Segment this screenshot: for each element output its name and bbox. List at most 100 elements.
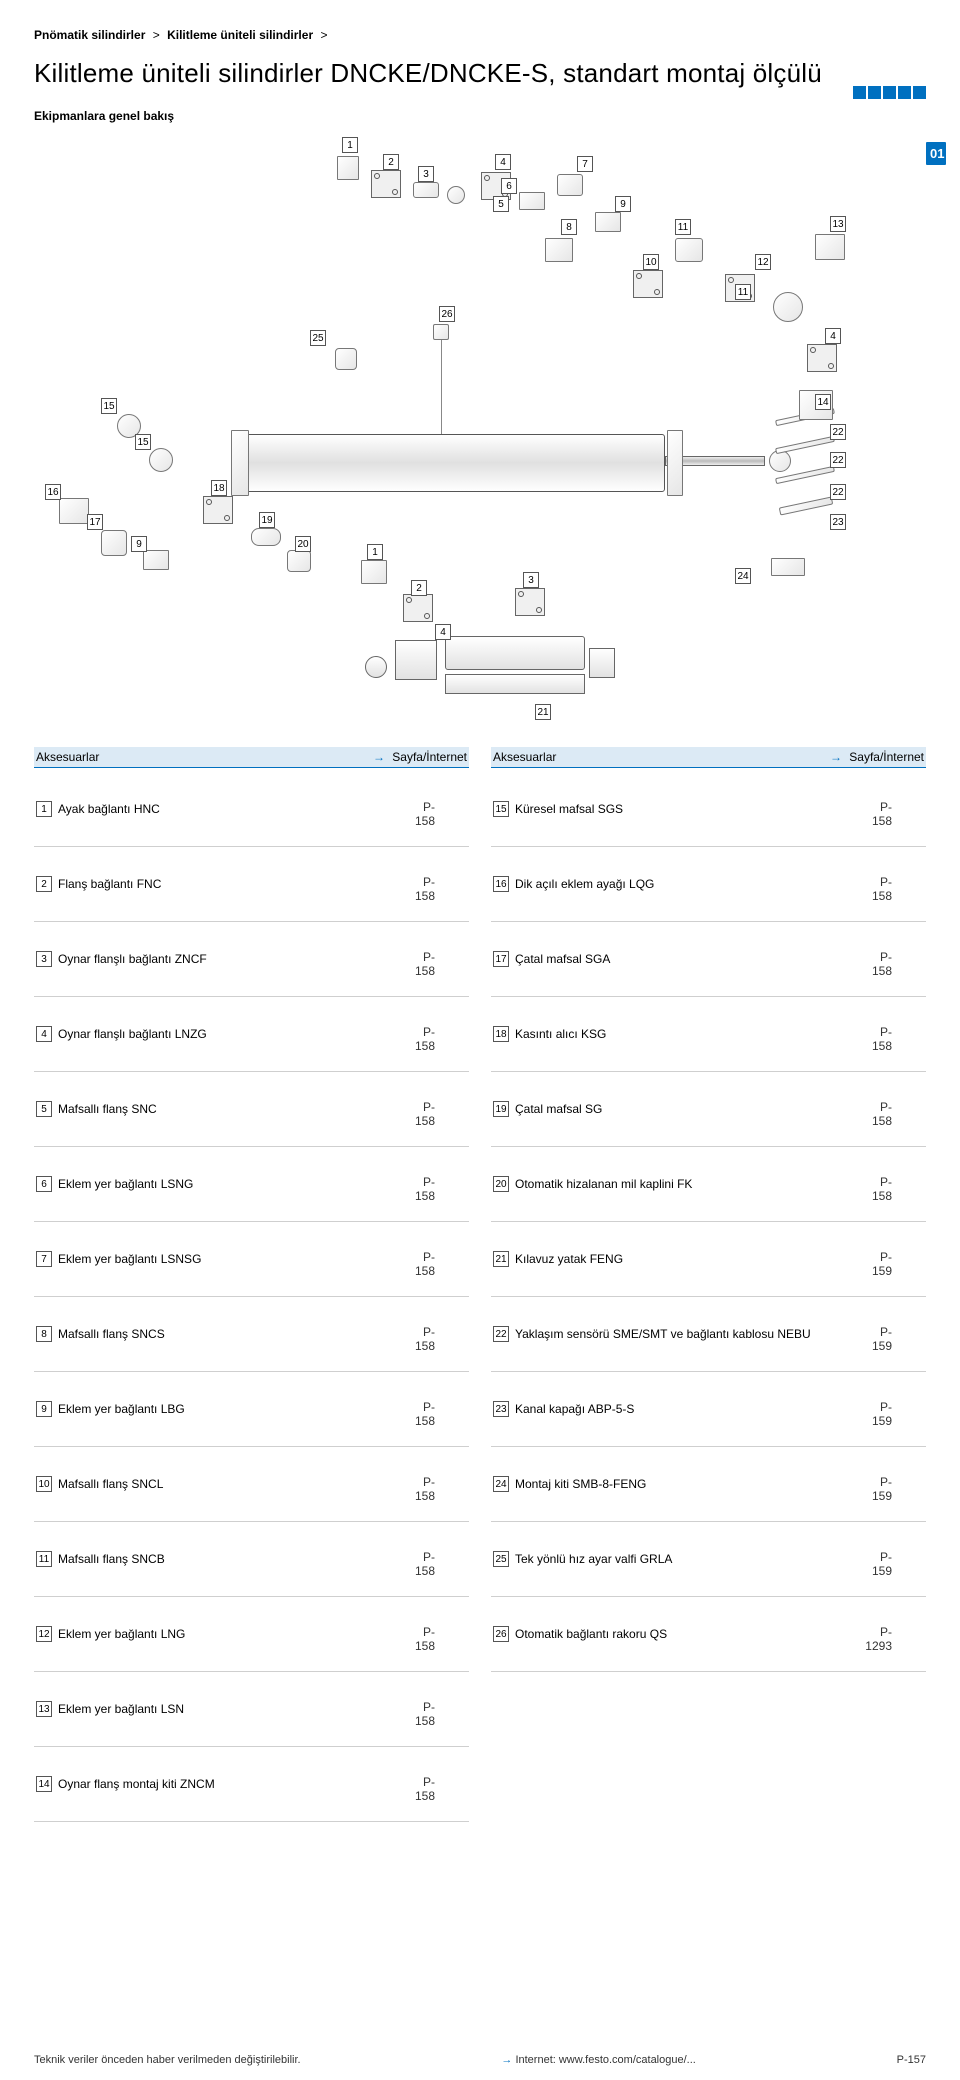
accessory-desc: Eklem yer bağlantı LSNSG	[56, 1222, 381, 1297]
ref-number: 15	[493, 801, 509, 817]
ref-number: 13	[36, 1701, 52, 1717]
table-row: 4Oynar flanşlı bağlantı LNZGP-158	[34, 997, 469, 1072]
ref-number: 26	[493, 1626, 509, 1642]
ref-number: 1	[36, 801, 52, 817]
callout-8: 8	[561, 219, 577, 235]
accessory-desc: Montaj kiti SMB-8-FENG	[513, 1447, 831, 1522]
accessory-page: P-158	[381, 1672, 469, 1747]
breadcrumb: Pnömatik silindirler > Kilitleme üniteli…	[34, 28, 926, 42]
accessories-left-col: Aksesuarlar → Sayfa/İnternet 1Ayak bağla…	[34, 747, 469, 1822]
accessory-page: P-158	[831, 1072, 926, 1147]
accessory-desc: Ayak bağlantı HNC	[56, 772, 381, 847]
table-row: 24Montaj kiti SMB-8-FENGP-159	[491, 1447, 926, 1522]
accessory-page: P-158	[831, 772, 926, 847]
ref-number: 8	[36, 1326, 52, 1342]
ref-number: 11	[36, 1551, 52, 1567]
accessory-desc: Oynar flanşlı bağlantı LNZG	[56, 997, 381, 1072]
callout-22: 22	[830, 424, 846, 440]
accessories-table-right: 15Küresel mafsal SGSP-15816Dik açılı ekl…	[491, 772, 926, 1672]
footer-right: P-157	[897, 2054, 926, 2066]
table-row: 17Çatal mafsal SGAP-158	[491, 922, 926, 997]
table-header-left: Aksesuarlar → Sayfa/İnternet	[34, 747, 469, 768]
accessory-page: P-159	[831, 1222, 926, 1297]
table-row: 8Mafsallı flanş SNCSP-158	[34, 1297, 469, 1372]
accessory-desc: Flanş bağlantı FNC	[56, 847, 381, 922]
diagram-subhead: Ekipmanlara genel bakış	[34, 109, 926, 123]
table-row: 9Eklem yer bağlantı LBGP-158	[34, 1372, 469, 1447]
accessory-page: P-158	[381, 1447, 469, 1522]
accessory-desc: Mafsallı flanş SNC	[56, 1072, 381, 1147]
table-row: 7Eklem yer bağlantı LSNSGP-158	[34, 1222, 469, 1297]
accessory-page: P-158	[381, 1372, 469, 1447]
callout-22: 22	[830, 452, 846, 468]
table-row: 13Eklem yer bağlantı LSNP-158	[34, 1672, 469, 1747]
ref-number: 4	[36, 1026, 52, 1042]
accessory-page: P-158	[381, 772, 469, 847]
callout-20: 20	[295, 536, 311, 552]
ref-number: 23	[493, 1401, 509, 1417]
ref-number: 2	[36, 876, 52, 892]
accessory-desc: Çatal mafsal SG	[513, 1072, 831, 1147]
ref-number: 3	[36, 951, 52, 967]
callout-24: 24	[735, 568, 751, 584]
ref-number: 9	[36, 1401, 52, 1417]
ref-number: 17	[493, 951, 509, 967]
callout-11: 11	[675, 219, 691, 235]
table-row: 21Kılavuz yatak FENGP-159	[491, 1222, 926, 1297]
accessory-desc: Oynar flanş montaj kiti ZNCM	[56, 1747, 381, 1822]
footer-left: Teknik veriler önceden haber verilmeden …	[34, 2054, 301, 2066]
accessory-desc: Mafsallı flanş SNCB	[56, 1522, 381, 1597]
accessory-page: P-158	[381, 922, 469, 997]
accessories-table-left: 1Ayak bağlantı HNCP-1582Flanş bağlantı F…	[34, 772, 469, 1822]
callout-1: 1	[342, 137, 358, 153]
callout-23: 23	[830, 514, 846, 530]
table-row: 3Oynar flanşlı bağlantı ZNCFP-158	[34, 922, 469, 997]
table-row: 11Mafsallı flanş SNCBP-158	[34, 1522, 469, 1597]
arrow-icon: →	[830, 750, 842, 764]
festo-logo	[853, 86, 926, 99]
table-row: 19Çatal mafsal SGP-158	[491, 1072, 926, 1147]
table-row: 20Otomatik hizalanan mil kaplini FKP-158	[491, 1147, 926, 1222]
callout-17: 17	[87, 514, 103, 530]
table-row: 15Küresel mafsal SGSP-158	[491, 772, 926, 847]
table-row: 5Mafsallı flanş SNCP-158	[34, 1072, 469, 1147]
table-row: 2Flanş bağlantı FNCP-158	[34, 847, 469, 922]
accessory-page: P-159	[831, 1522, 926, 1597]
accessory-page: P-158	[831, 847, 926, 922]
callout-10: 10	[643, 254, 659, 270]
accessory-page: P-159	[831, 1372, 926, 1447]
accessory-page: P-158	[381, 1222, 469, 1297]
accessory-desc: Kılavuz yatak FENG	[513, 1222, 831, 1297]
callout-13: 13	[830, 216, 846, 232]
callout-9: 9	[131, 536, 147, 552]
ref-number: 5	[36, 1101, 52, 1117]
accessory-desc: Eklem yer bağlantı LBG	[56, 1372, 381, 1447]
table-row: 12Eklem yer bağlantı LNGP-158	[34, 1597, 469, 1672]
table-row: 10Mafsallı flanş SNCLP-158	[34, 1447, 469, 1522]
callout-11: 11	[735, 284, 751, 300]
accessory-desc: Otomatik bağlantı rakoru QS	[513, 1597, 831, 1672]
table-header-right: Aksesuarlar → Sayfa/İnternet	[491, 747, 926, 768]
ref-number: 12	[36, 1626, 52, 1642]
table-row: 26Otomatik bağlantı rakoru QSP-1293	[491, 1597, 926, 1672]
accessory-page: P-158	[381, 997, 469, 1072]
arrow-icon: →	[373, 750, 385, 764]
callout-9: 9	[615, 196, 631, 212]
ref-number: 10	[36, 1476, 52, 1492]
callout-2: 2	[411, 580, 427, 596]
accessory-desc: Kasıntı alıcı KSG	[513, 997, 831, 1072]
callout-3: 3	[523, 572, 539, 588]
callout-19: 19	[259, 512, 275, 528]
th-left-label: Aksesuarlar	[36, 750, 99, 764]
callout-16: 16	[45, 484, 61, 500]
callout-6: 6	[501, 178, 517, 194]
accessory-desc: Mafsallı flanş SNCS	[56, 1297, 381, 1372]
accessory-desc: Otomatik hizalanan mil kaplini FK	[513, 1147, 831, 1222]
table-row: 16Dik açılı eklem ayağı LQGP-158	[491, 847, 926, 922]
accessory-desc: Dik açılı eklem ayağı LQG	[513, 847, 831, 922]
accessory-desc: Çatal mafsal SGA	[513, 922, 831, 997]
callout-12: 12	[755, 254, 771, 270]
table-row: 25Tek yönlü hız ayar valfi GRLAP-159	[491, 1522, 926, 1597]
ref-number: 21	[493, 1251, 509, 1267]
th-right-label: Sayfa/İnternet	[392, 750, 467, 764]
